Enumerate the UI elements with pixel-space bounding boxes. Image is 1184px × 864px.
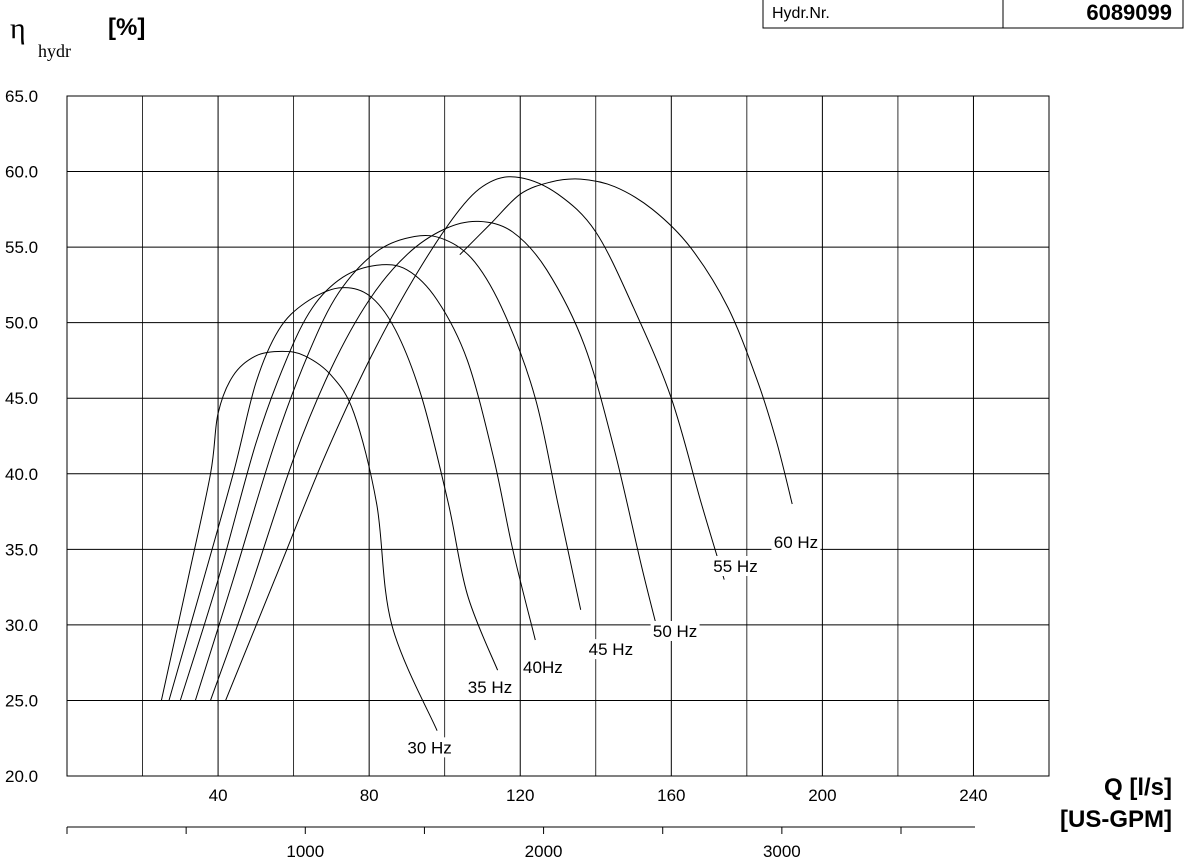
x-tick-labels: 40 80 120 160 200 240 [209,786,988,805]
y-tick-label: 55.0 [5,238,38,257]
y-tick-label: 30.0 [5,616,38,635]
y-tick-label: 35.0 [5,540,38,559]
curve-60hz [459,178,793,505]
curve-label-bg [522,657,563,678]
hydr-value: 6089099 [1086,0,1172,25]
us-gpm-tick-label: 2000 [525,842,563,861]
x-tick-label: 40 [209,786,228,805]
y-axis-symbol: η [10,12,26,45]
curve-labels: 30 Hz 35 Hz 40Hz 45 Hz 50 Hz 55 Hz 60 Hz [405,531,821,758]
curve-label-bg [711,556,761,576]
y-axis-subscript: hydr [38,41,71,61]
x-tick-label: 200 [808,786,836,805]
x-tick-label: 80 [360,786,379,805]
x-axis-title: Q [l/s] [1104,774,1172,801]
curve-label: 60 Hz [774,533,818,552]
hydr-info-box: Hydr.Nr. 6089099 [762,0,1184,29]
curve-label-bg [650,620,700,641]
curve-label: 45 Hz [589,640,633,659]
curve-55hz [225,176,725,701]
us-gpm-axis: 1000 2000 3000 [66,826,975,861]
curve-40hz [179,264,536,701]
plot-frame [66,95,1050,777]
curve-50hz [210,220,657,701]
y-tick-label: 50.0 [5,314,38,333]
y-tick-label: 60.0 [5,163,38,182]
curve-30hz [160,350,438,731]
y-tick-label: 40.0 [5,465,38,484]
y-tick-labels: 65.0 60.0 55.0 50.0 45.0 40.0 35.0 30.0 25.0 20.0 [5,87,38,786]
grid [66,95,1050,777]
curve-label-bg [771,531,821,552]
curve-label-bg [465,676,515,697]
hydr-label: Hydr.Nr. [772,5,830,22]
y-tick-label: 65.0 [5,87,38,106]
y-tick-label: 45.0 [5,389,38,408]
x-tick-label: 240 [959,786,987,805]
curves [160,176,793,731]
curve-label: 35 Hz [468,678,512,697]
curve-label: 40Hz [523,658,563,677]
curve-45hz [194,234,582,701]
us-gpm-tick-label: 3000 [763,842,801,861]
curve-35hz [168,287,499,701]
curve-label: 30 Hz [407,738,451,757]
y-axis-unit: [%] [108,14,145,41]
y-axis-title: η hydr [%] [10,12,145,61]
y-tick-label: 20.0 [5,767,38,786]
x-tick-label: 160 [657,786,685,805]
curve-label-bg [405,737,455,758]
us-gpm-tick-label: 1000 [286,842,324,861]
x2-axis-title: [US-GPM] [1060,806,1172,833]
curve-label-bg [586,639,636,660]
curve-label: 55 Hz [713,557,757,576]
x-tick-label: 120 [506,786,534,805]
curve-label: 50 Hz [653,622,697,641]
y-tick-label: 25.0 [5,691,38,710]
